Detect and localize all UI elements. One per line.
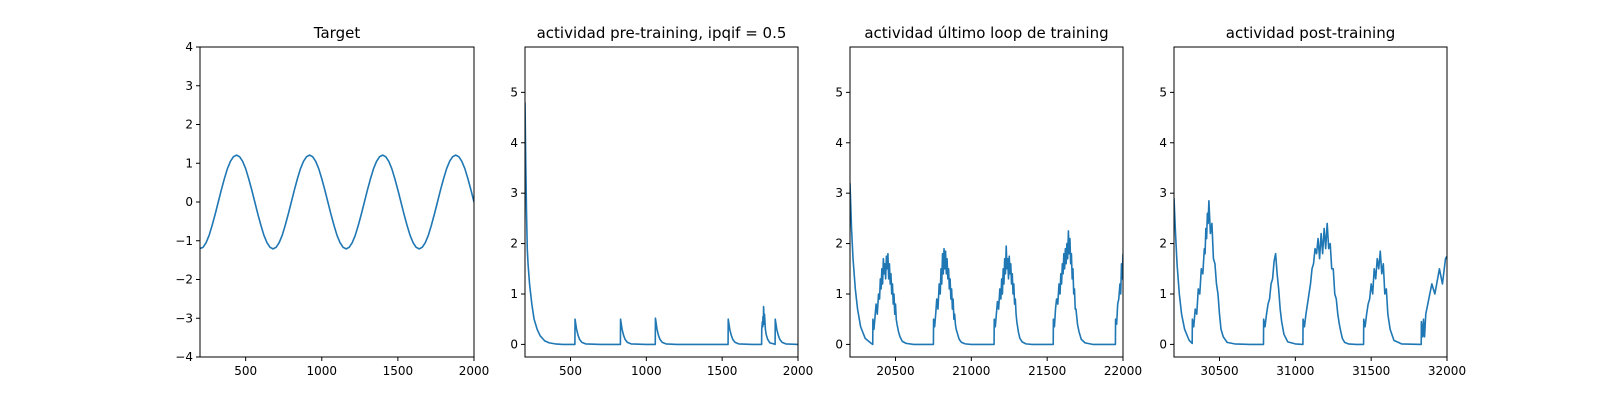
y-tick-label: −1	[175, 234, 193, 248]
x-tick-label: 1000	[631, 364, 662, 378]
chart-title: actividad último loop de training	[864, 24, 1108, 42]
x-tick-label: 20500	[876, 364, 914, 378]
x-tick-label: 500	[559, 364, 582, 378]
subplot-2: 500 1000 1500 2000 0 1 2 3 4 5 actividad pre-train…	[510, 24, 813, 378]
x-tick-label: 1500	[707, 364, 738, 378]
y-tick-label: −4	[175, 350, 193, 364]
x-tick-label: 1000	[307, 364, 338, 378]
y-tick-label: 0	[835, 337, 843, 351]
axes-frame	[1173, 46, 1448, 358]
x-tick-label: 30500	[1200, 364, 1238, 378]
y-tick-label: 1	[510, 287, 518, 301]
y-tick-label: 1	[835, 287, 843, 301]
axes-frame	[199, 46, 475, 358]
y-tick-label: −3	[175, 311, 193, 325]
y-tick-label: 5	[1159, 85, 1167, 99]
series-line-3-1	[850, 183, 1123, 346]
subplot-4: 30500 31000 31500 32000 0 1 2 3 4 5 actividad post…	[1159, 24, 1466, 378]
x-tick-label: 2000	[459, 364, 490, 378]
y-tick-label: 4	[835, 136, 843, 150]
x-tick-label: 1500	[383, 364, 414, 378]
y-tick-label: 2	[1159, 237, 1167, 251]
y-tick-label: 3	[1159, 186, 1167, 200]
series-line-1-1	[200, 154, 474, 250]
y-tick-label: 5	[510, 85, 518, 99]
x-tick-label: 2000	[783, 364, 814, 378]
y-tick-label: 4	[1159, 136, 1167, 150]
axes-frame	[524, 46, 799, 358]
x-tick-label: 22000	[1104, 364, 1142, 378]
y-tick-label: 5	[835, 85, 843, 99]
subplot-1: 500 1000 1500 2000 −4 −3 −2 −1 0 1 2 3 4 Target	[175, 24, 489, 378]
y-tick-label: 0	[510, 337, 518, 351]
y-tick-label: 2	[185, 118, 193, 132]
y-tick-label: 0	[1159, 337, 1167, 351]
y-tick-label: 1	[1159, 287, 1167, 301]
y-tick-label: 3	[835, 186, 843, 200]
x-tick-label: 21000	[952, 364, 990, 378]
x-tick-label: 31000	[1276, 364, 1314, 378]
y-tick-label: 0	[185, 195, 193, 209]
y-tick-label: 4	[510, 136, 518, 150]
x-tick-label: 500	[234, 364, 257, 378]
y-tick-label: 4	[185, 40, 193, 54]
y-tick-label: 3	[185, 79, 193, 93]
y-tick-label: 2	[510, 237, 518, 251]
subplot-3: 20500 21000 21500 22000 0 1 2 3 4 5 actividad últi…	[835, 24, 1142, 378]
series-line-2-1	[525, 102, 798, 346]
chart-title: actividad pre-training, ipqif = 0.5	[537, 24, 787, 42]
chart-title: actividad post-training	[1226, 24, 1395, 42]
x-tick-label: 32000	[1428, 364, 1466, 378]
chart-title: Target	[313, 24, 361, 42]
series-line-4-1	[1174, 198, 1447, 346]
y-tick-label: 2	[835, 237, 843, 251]
axes-frame	[849, 46, 1124, 358]
x-tick-label: 21500	[1028, 364, 1066, 378]
y-tick-label: −2	[175, 273, 193, 287]
y-tick-label: 1	[185, 156, 193, 170]
x-tick-label: 31500	[1352, 364, 1390, 378]
y-tick-label: 3	[510, 186, 518, 200]
